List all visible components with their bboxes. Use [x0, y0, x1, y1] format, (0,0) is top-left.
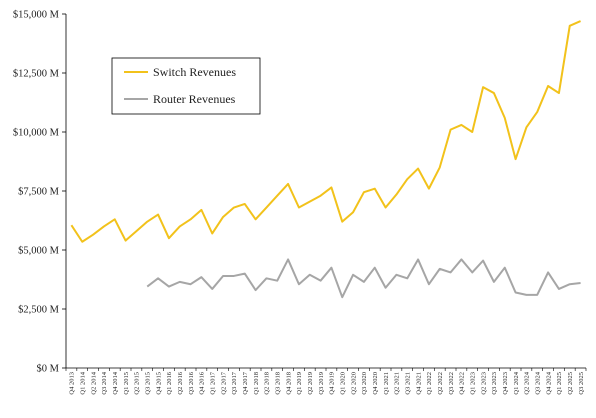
x-tick-label: Q3 2015 — [144, 372, 151, 395]
x-tick-label: Q1 2018 — [253, 372, 260, 395]
x-tick-label: Q3 2022 — [448, 372, 455, 395]
x-tick-label: Q2 2024 — [524, 371, 531, 394]
series-line-switch — [70, 20, 581, 243]
x-tick-label: Q2 2022 — [437, 372, 444, 395]
y-tick-label: $12,500 M — [13, 69, 60, 80]
x-tick-label: Q2 2023 — [480, 372, 487, 395]
x-tick-label: Q2 2015 — [134, 372, 141, 395]
x-tick-label: Q2 2017 — [220, 371, 227, 394]
x-tick-label: Q1 2015 — [123, 372, 130, 395]
x-tick-label: Q4 2020 — [372, 372, 379, 395]
series-lines — [70, 20, 581, 299]
x-tick-label: Q3 2018 — [274, 372, 281, 395]
x-tick-label: Q4 2016 — [199, 371, 206, 394]
x-tick-label: Q1 2023 — [469, 372, 476, 395]
y-tick-label: $2,500 M — [18, 305, 60, 316]
x-tick-label: Q3 2023 — [491, 372, 498, 395]
x-tick-label: Q2 2020 — [350, 372, 357, 395]
x-tick-label: Q4 2024 — [545, 371, 552, 394]
x-tick-label: Q1 2021 — [383, 372, 390, 395]
x-tick-label: Q2 2021 — [394, 372, 401, 395]
x-tick-label: Q4 2017 — [242, 371, 249, 394]
legend-box — [111, 57, 261, 115]
x-tick-label: Q4 2013 — [69, 372, 76, 395]
x-tick-label: Q3 2016 — [188, 371, 195, 394]
x-tick-label: Q1 2022 — [426, 372, 433, 395]
x-tick-label: Q4 2023 — [502, 372, 509, 395]
x-tick-label: Q3 2017 — [231, 371, 238, 394]
x-tick-label: Q1 2016 — [166, 371, 173, 394]
y-tick-label: $7,500 M — [18, 187, 60, 198]
x-tick-label: Q2 2019 — [307, 372, 314, 395]
x-tick-label: Q1 2017 — [209, 371, 216, 394]
x-tick-label: Q3 2024 — [534, 371, 541, 394]
x-tick-label: Q3 2020 — [361, 372, 368, 395]
series-line-router — [146, 258, 581, 299]
x-axis-ticks: Q4 2013 Q1 2014 Q2 2014 Q3 2014 Q4 2014 Q1 20… — [65, 368, 587, 395]
legend-label-switch: Switch Revenues — [153, 65, 236, 79]
y-axis-ticks: $0 M $2,500 M $5,000 M $7,500 M $10,000 M $12… — [13, 10, 66, 375]
x-tick-label: Q2 2014 — [90, 371, 97, 394]
x-tick-label: Q3 2014 — [101, 371, 108, 394]
x-tick-label: Q4 2022 — [459, 372, 466, 395]
y-tick-label: $15,000 M — [13, 10, 60, 21]
x-tick-label: Q3 2025 — [578, 372, 585, 395]
x-tick-label: Q1 2024 — [513, 371, 520, 394]
x-tick-label: Q1 2020 — [339, 372, 346, 395]
x-tick-label: Q1 2025 — [556, 372, 563, 395]
y-tick-label: $0 M — [37, 364, 60, 375]
y-tick-label: $5,000 M — [18, 246, 60, 257]
x-tick-label: Q4 2019 — [329, 372, 336, 395]
x-tick-label: Q3 2019 — [318, 372, 325, 395]
x-tick-label: Q4 2014 — [112, 371, 119, 394]
x-tick-label: Q1 2014 — [79, 371, 86, 394]
legend-label-router: Router Revenues — [153, 92, 236, 106]
x-tick-label: Q4 2018 — [285, 372, 292, 395]
x-tick-label: Q4 2021 — [415, 372, 422, 395]
x-tick-label: Q1 2019 — [296, 372, 303, 395]
x-tick-label: Q2 2025 — [567, 372, 574, 395]
x-tick-label: Q4 2015 — [155, 372, 162, 395]
x-tick-label: Q2 2018 — [264, 372, 271, 395]
x-tick-label: Q2 2016 — [177, 371, 184, 394]
x-tick-label: Q3 2021 — [404, 372, 411, 395]
legend: Switch Revenues Router Revenues — [111, 57, 261, 115]
y-tick-label: $10,000 M — [13, 128, 60, 139]
